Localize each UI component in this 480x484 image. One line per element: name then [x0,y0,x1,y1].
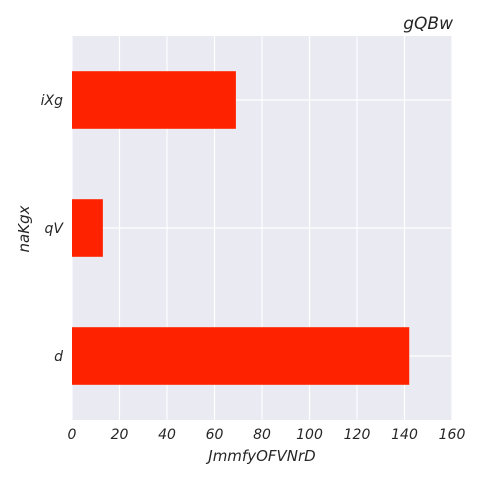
y-tick-labels: d qV iXg [41,93,65,365]
y-axis-label: naKgx [15,205,33,252]
x-tick-label: 60 [206,427,224,443]
bar-qV [72,199,103,257]
x-tick-label: 0 [68,427,77,443]
x-tick-label: 160 [439,427,466,443]
bar-d [72,327,410,385]
x-tick-label: 120 [344,427,371,443]
y-tick-label: qV [45,221,65,237]
bar-iXg [72,71,236,129]
y-tick-label: iXg [41,93,63,109]
bars [72,71,410,385]
y-tick-label: d [54,349,63,365]
x-tick-label: 20 [111,427,129,443]
x-tick-label: 100 [296,427,323,443]
chart-title: gQBw [403,14,453,34]
x-axis-label: JmmfyOFVNrD [205,447,315,465]
x-tick-label: 140 [391,427,418,443]
x-tick-label: 80 [253,427,271,443]
x-tick-labels: 0 20 40 60 80 100 120 140 160 [68,427,466,443]
x-tick-label: 40 [158,427,176,443]
